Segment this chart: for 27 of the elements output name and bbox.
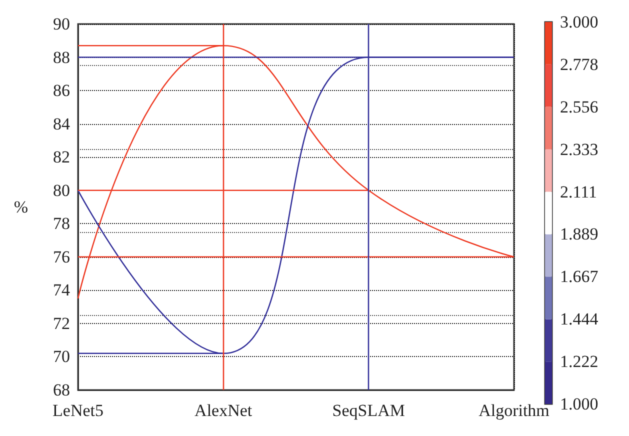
- color-bar-label: 2.778: [560, 54, 598, 74]
- x-tick-label: Algorithm: [478, 401, 550, 420]
- y-tick-label: 82: [53, 148, 70, 167]
- y-tick-label: 74: [53, 280, 70, 300]
- y-tick-label: 78: [53, 214, 70, 234]
- x-tick-label: AlexNet: [194, 401, 252, 420]
- y-tick-label: 90: [53, 14, 70, 34]
- y-tick-label: 72: [53, 314, 70, 333]
- y-tick-label: 80: [53, 180, 70, 200]
- y-tick-label: 68: [53, 380, 70, 400]
- color-bar-label: 1.444: [560, 310, 599, 329]
- y-tick-label: 76: [53, 247, 70, 266]
- x-tick-label: LeNet5: [52, 401, 104, 420]
- y-tick-label: 86: [53, 81, 70, 100]
- x-tick-label: SeqSLAM: [332, 401, 406, 420]
- color-bar-label: 3.000: [560, 12, 598, 32]
- y-tick-label: 70: [53, 347, 70, 366]
- color-bar-label: 2.111: [560, 182, 597, 202]
- color-bar-label: 1.667: [560, 267, 599, 286]
- color-bar-label: 1.222: [560, 352, 598, 372]
- color-bar-label: 1.889: [560, 224, 598, 244]
- y-axis-title: %: [14, 198, 28, 216]
- color-bar-label: 1.000: [560, 394, 598, 414]
- y-tick-label: 88: [53, 48, 70, 67]
- y-tick-label: 84: [53, 114, 70, 134]
- color-bar-label: 2.333: [560, 140, 598, 159]
- color-bar-label: 2.556: [560, 97, 598, 116]
